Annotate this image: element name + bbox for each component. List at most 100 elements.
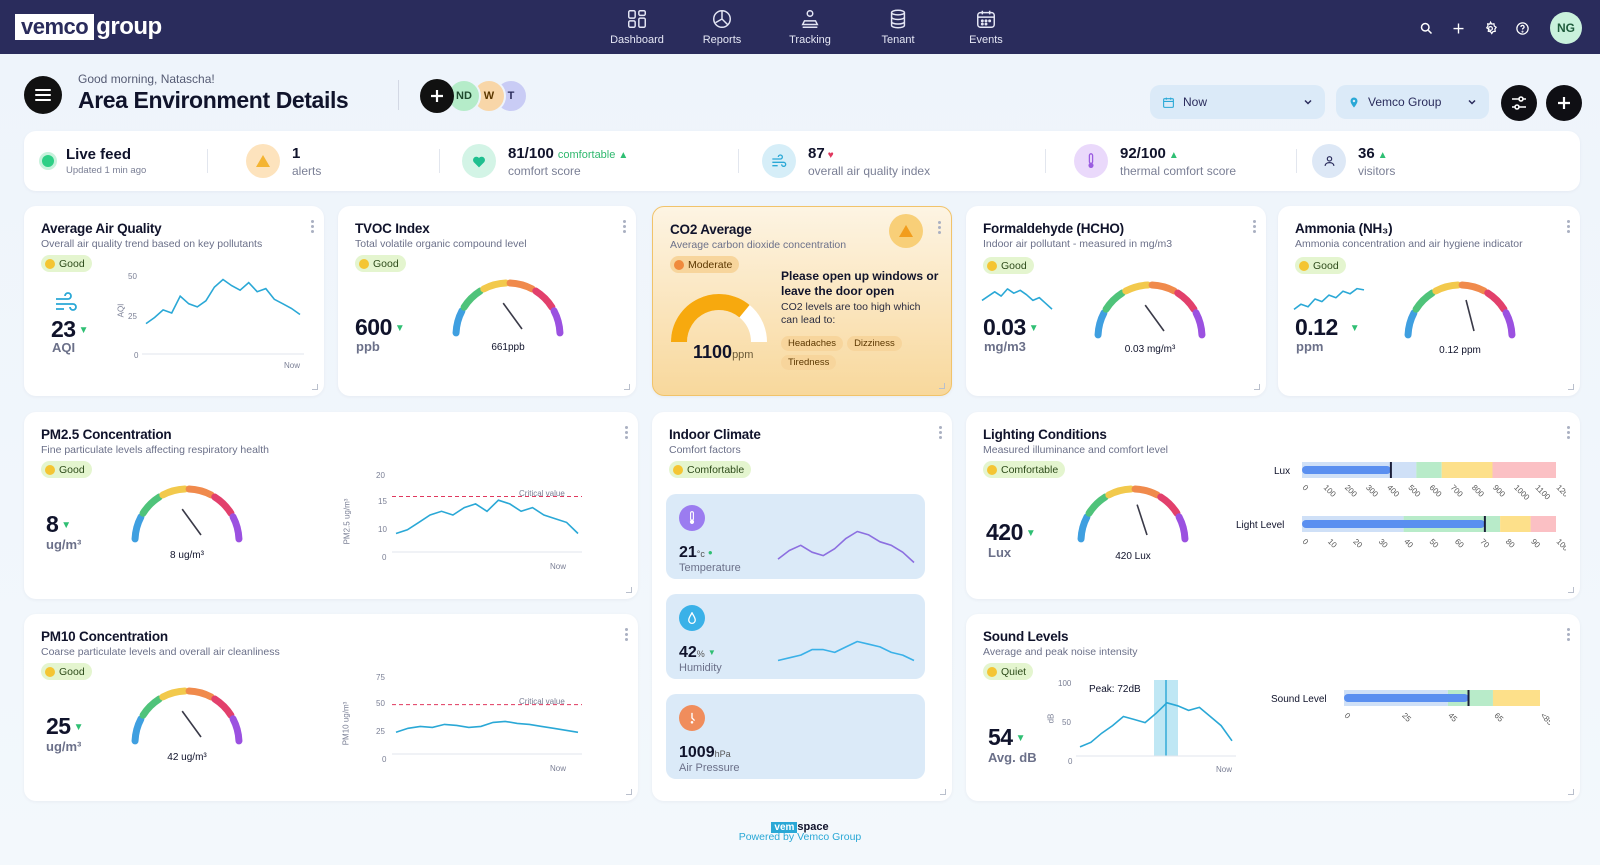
- air-pressure-tile[interactable]: 1009hPa Air Pressure: [666, 694, 925, 779]
- card-menu-button[interactable]: [939, 426, 943, 439]
- hcho-unit: mg/m3: [984, 339, 1026, 354]
- stat-live-feed[interactable]: Live feed Updated 1 min ago: [42, 131, 146, 191]
- user-avatar[interactable]: NG: [1550, 12, 1582, 44]
- search-button[interactable]: [1416, 18, 1436, 38]
- card-subtitle: Average carbon dioxide concentration: [670, 239, 847, 251]
- card-menu-button[interactable]: [625, 628, 629, 641]
- card-pm25[interactable]: PM2.5 Concentration Fine particulate lev…: [24, 412, 638, 599]
- resize-handle[interactable]: [1568, 587, 1574, 593]
- resize-handle[interactable]: [1568, 789, 1574, 795]
- location-pin-icon: [1350, 97, 1358, 107]
- range-tick-label: 500: [1406, 483, 1422, 499]
- stat-visitors[interactable]: 36 ▲ visitors: [1312, 131, 1395, 191]
- card-pm10[interactable]: PM10 Concentration Coarse particulate le…: [24, 614, 638, 801]
- nav-reports[interactable]: Reports: [678, 8, 766, 46]
- member-chip-w[interactable]: W: [472, 79, 506, 113]
- help-button[interactable]: [1512, 18, 1532, 38]
- stat-comfort-score[interactable]: 81/100 comfortable ▲ comfort score: [462, 131, 628, 191]
- gauge-arc-segment: [1404, 309, 1418, 339]
- y-axis-label: PM2.5 ug/m³: [342, 498, 352, 545]
- plus-icon: [431, 90, 443, 102]
- vemco-group-logo[interactable]: vemco group: [15, 13, 162, 40]
- resize-handle[interactable]: [624, 384, 630, 390]
- wind-icon: [762, 144, 796, 178]
- nh3-unit: ppm: [1296, 339, 1324, 354]
- humidity-unit: %: [696, 649, 705, 659]
- card-menu-button[interactable]: [938, 221, 942, 234]
- range-tick-label: 100: [1322, 483, 1338, 499]
- range-tick-label: 700: [1449, 483, 1465, 499]
- card-subtitle: Measured illuminance and comfort level: [983, 444, 1169, 456]
- location-dropdown[interactable]: Vemco Group: [1336, 85, 1489, 119]
- stat-thermal-comfort[interactable]: 92/100 ▲ thermal comfort score: [1074, 131, 1236, 191]
- temperature-sparkline: [777, 530, 915, 564]
- card-menu-button[interactable]: [1567, 628, 1571, 641]
- card-menu-button[interactable]: [625, 426, 629, 439]
- tvoc-unit: ppb: [356, 339, 380, 354]
- card-indoor-climate[interactable]: Indoor Climate Comfort factors Comfortab…: [652, 412, 952, 801]
- sound-level-range-bar: 0 25 45 65 <85: [1343, 690, 1550, 727]
- status-badge: Quiet: [983, 663, 1034, 680]
- card-menu-button[interactable]: [311, 220, 315, 233]
- pm25-unit: ug/m³: [46, 537, 82, 552]
- co2-warning-subtext: CO2 levels are too high which can lead t…: [781, 301, 921, 326]
- settings-button[interactable]: [1480, 18, 1500, 38]
- card-average-air-quality[interactable]: Average Air Quality Overall air quality …: [24, 206, 324, 396]
- stat-air-quality-index[interactable]: 87 ♥ overall air quality index: [762, 131, 930, 191]
- resize-handle[interactable]: [940, 789, 946, 795]
- card-tvoc-index[interactable]: TVOC Index Total volatile organic compou…: [338, 206, 636, 396]
- events-icon: [977, 10, 995, 28]
- resize-handle[interactable]: [312, 384, 318, 390]
- gauge-arc-segment: [460, 287, 484, 311]
- add-widget-button[interactable]: [1546, 85, 1582, 121]
- humidity-tile[interactable]: 42% ▼ Humidity: [666, 594, 925, 679]
- effect-pill: Headaches: [781, 336, 844, 351]
- add-member-button[interactable]: [420, 79, 454, 113]
- resize-handle[interactable]: [1254, 384, 1260, 390]
- card-menu-button[interactable]: [1253, 220, 1257, 233]
- nav-tenant[interactable]: Tenant: [854, 8, 942, 46]
- gauge-value-label: 8 ug/m³: [170, 550, 204, 561]
- add-button[interactable]: [1448, 18, 1468, 38]
- series-line: [395, 499, 579, 535]
- x-axis-end-label: Now: [550, 764, 567, 773]
- calendar-icon: [1163, 97, 1174, 108]
- gauge-arc-segment: [185, 485, 215, 499]
- card-ammonia[interactable]: Ammonia (NH₃) Ammonia concentration and …: [1278, 206, 1580, 396]
- gauge-value-label: 661ppb: [491, 342, 525, 353]
- gauge-needle: [1136, 504, 1148, 536]
- resize-handle[interactable]: [626, 789, 632, 795]
- resize-handle[interactable]: [1568, 384, 1574, 390]
- temperature-tile[interactable]: 21°c ● Temperature: [666, 494, 925, 579]
- nav-events[interactable]: Events: [942, 8, 1030, 46]
- filter-settings-button[interactable]: [1501, 85, 1537, 121]
- card-menu-button[interactable]: [623, 220, 627, 233]
- co2-unit: ppm: [732, 349, 754, 361]
- card-formaldehyde[interactable]: Formaldehyde (HCHO) Indoor air pollutant…: [966, 206, 1266, 396]
- card-lighting-conditions[interactable]: Lighting Conditions Measured illuminance…: [966, 412, 1580, 599]
- status-badge: Comfortable: [983, 461, 1066, 478]
- main-nav: Dashboard Reports Tracking Tenant Events: [596, 8, 1030, 46]
- resize-handle[interactable]: [939, 383, 945, 389]
- footer-powered-by[interactable]: Powered by Vemco Group: [738, 831, 862, 843]
- card-sound-levels[interactable]: Sound Levels Average and peak noise inte…: [966, 614, 1580, 801]
- y-tick: 0: [382, 755, 387, 764]
- resize-handle[interactable]: [626, 587, 632, 593]
- sparkline-series: [777, 530, 915, 564]
- card-menu-button[interactable]: [1567, 220, 1571, 233]
- y-tick: 75: [376, 673, 385, 682]
- range-tick-label: 0: [1343, 711, 1353, 721]
- nav-dashboard[interactable]: Dashboard: [596, 8, 678, 46]
- status-badge: Good: [983, 257, 1034, 274]
- card-menu-button[interactable]: [1567, 426, 1571, 439]
- stat-alerts[interactable]: 1 alerts: [246, 131, 321, 191]
- gauge-needle: [502, 302, 523, 330]
- lux-range-bar: 0 100 200 300 400 500 600 700 800 900 1000 1100 1200: [1301, 462, 1566, 502]
- heart-icon: [462, 144, 496, 178]
- nav-events-label: Events: [969, 34, 1003, 46]
- co2-gauge-fill: [671, 294, 750, 343]
- nav-tracking[interactable]: Tracking: [766, 8, 854, 46]
- time-dropdown[interactable]: Now: [1150, 85, 1325, 119]
- card-co2-average[interactable]: CO2 Average Average carbon dioxide conce…: [652, 206, 952, 396]
- menu-button[interactable]: [24, 76, 62, 114]
